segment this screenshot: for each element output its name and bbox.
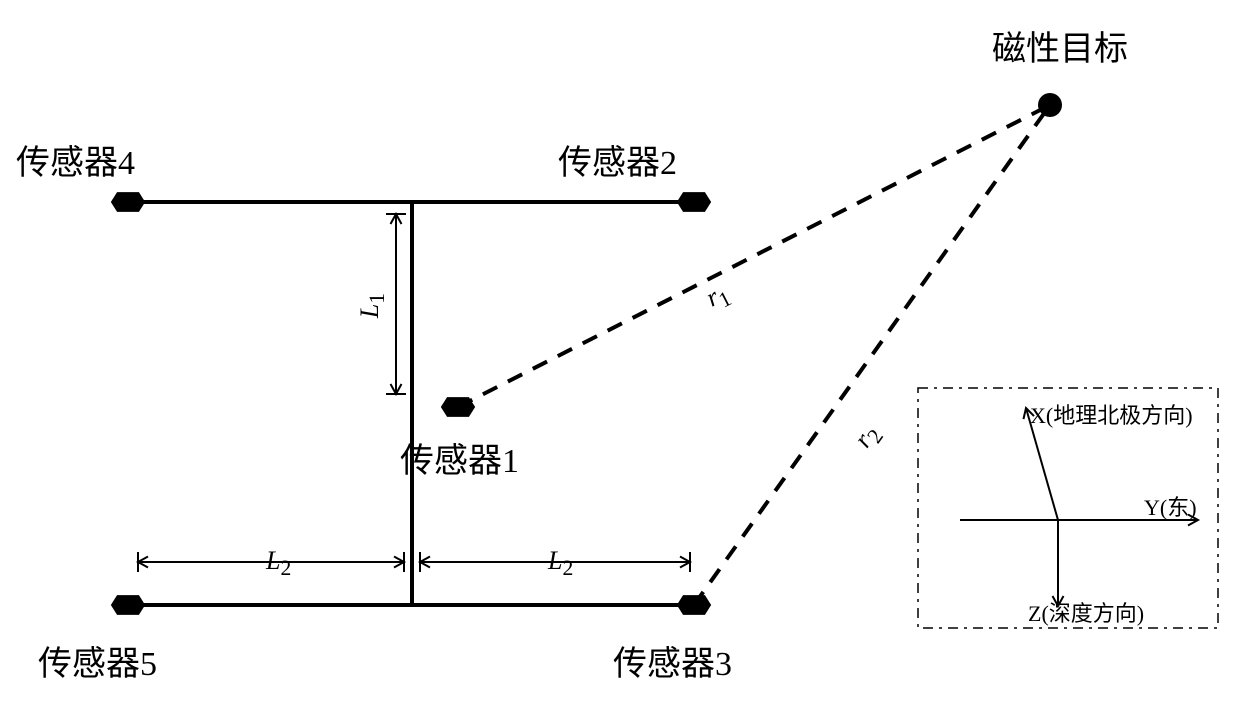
dim-l2-left-label: L2 [266, 546, 291, 581]
axis-z-label: Z(深度方向) [1028, 596, 1144, 628]
sensor-s3-label: 传感器3 [613, 636, 732, 685]
dim-l2-right-label: L2 [548, 546, 573, 581]
dim-l1-label: L1 [355, 293, 390, 318]
target-dot [1038, 93, 1062, 117]
ray-r1 [458, 105, 1050, 407]
sensor-s4-label: 传感器4 [16, 135, 135, 184]
sensor-s5-label: 传感器5 [38, 636, 157, 685]
axis-y-label: Y(东) [1144, 490, 1197, 522]
target-label: 磁性目标 [992, 21, 1128, 70]
sensor-s1-label: 传感器1 [400, 433, 519, 482]
ray-r2 [694, 105, 1050, 605]
axis-x-label: X(地理北极方向) [1030, 398, 1193, 430]
sensor-s2-label: 传感器2 [558, 135, 677, 184]
